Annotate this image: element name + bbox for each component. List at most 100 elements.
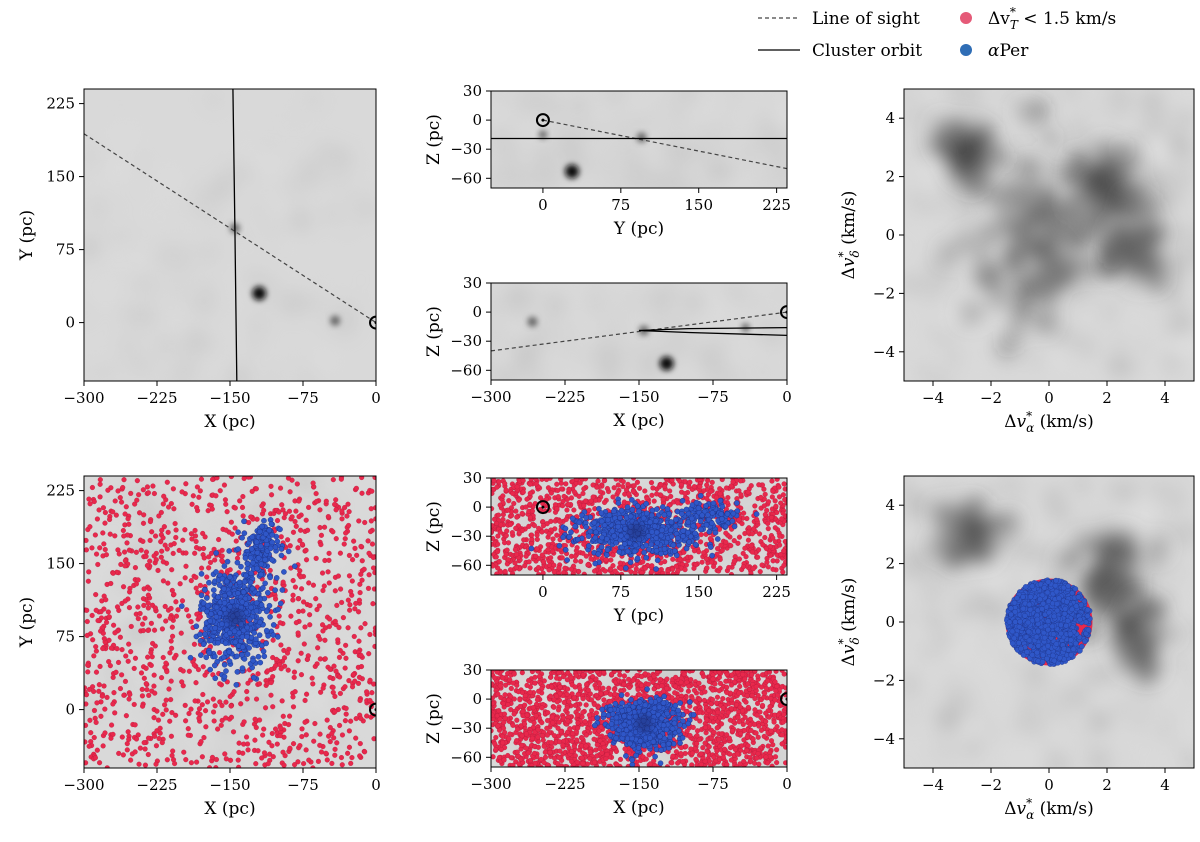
red-star bbox=[287, 713, 293, 719]
red-star bbox=[503, 533, 509, 539]
red-star bbox=[303, 547, 309, 553]
red-star bbox=[556, 565, 562, 571]
red-star bbox=[320, 628, 326, 634]
red-star bbox=[97, 481, 103, 487]
aper-star bbox=[233, 682, 240, 688]
red-star bbox=[782, 539, 787, 545]
red-star bbox=[748, 543, 754, 549]
aper-star bbox=[206, 579, 212, 586]
red-star bbox=[102, 546, 108, 553]
red-star bbox=[152, 627, 158, 633]
red-star bbox=[748, 570, 754, 575]
red-star bbox=[582, 478, 589, 482]
x-tick-label: 2 bbox=[1102, 389, 1112, 407]
aper-star bbox=[753, 511, 760, 517]
red-star bbox=[224, 509, 230, 515]
aper-star bbox=[244, 624, 251, 631]
red-star bbox=[183, 481, 189, 487]
aper-star bbox=[569, 515, 576, 522]
aper-star bbox=[263, 640, 269, 647]
red-star bbox=[358, 543, 364, 549]
red-star bbox=[252, 737, 258, 743]
red-star bbox=[172, 761, 178, 767]
red-star bbox=[155, 567, 161, 573]
aper-star bbox=[234, 559, 241, 566]
x-tick-label: 4 bbox=[1160, 389, 1170, 407]
aper-star bbox=[560, 534, 566, 541]
red-star bbox=[756, 531, 763, 537]
red-star bbox=[548, 674, 554, 680]
aper-star bbox=[281, 569, 287, 575]
red-star bbox=[364, 713, 370, 719]
red-star bbox=[357, 590, 363, 596]
red-star bbox=[500, 516, 506, 523]
red-star bbox=[562, 565, 568, 571]
red-star bbox=[353, 735, 359, 741]
red-star bbox=[255, 748, 261, 754]
red-star bbox=[290, 578, 296, 584]
red-star bbox=[371, 586, 376, 592]
red-star bbox=[782, 486, 787, 492]
red-star bbox=[193, 538, 199, 545]
aper-star bbox=[253, 636, 259, 642]
red-star bbox=[699, 559, 705, 565]
red-star bbox=[255, 671, 261, 677]
red-star bbox=[342, 665, 348, 671]
x-tick-label: −225 bbox=[136, 389, 177, 407]
red-star bbox=[777, 533, 783, 539]
x-tick-label: 150 bbox=[684, 583, 713, 601]
red-star bbox=[772, 539, 778, 545]
red-star bbox=[209, 506, 215, 512]
red-star bbox=[324, 717, 330, 723]
red-star bbox=[648, 569, 655, 575]
red-star bbox=[745, 489, 751, 495]
red-star bbox=[296, 498, 302, 504]
red-star bbox=[507, 521, 513, 528]
red-star bbox=[356, 638, 362, 644]
red-star bbox=[566, 487, 572, 493]
red-star bbox=[293, 620, 299, 626]
y-tick-label: −2 bbox=[873, 284, 895, 302]
red-star bbox=[194, 505, 200, 511]
red-star bbox=[124, 540, 130, 546]
red-star bbox=[317, 742, 323, 748]
red-star bbox=[337, 690, 343, 697]
red-star bbox=[322, 524, 328, 530]
red-star bbox=[619, 571, 625, 575]
red-star bbox=[764, 507, 770, 514]
red-star bbox=[691, 548, 697, 554]
red-star bbox=[554, 506, 560, 512]
red-star bbox=[199, 754, 205, 760]
red-star bbox=[185, 732, 191, 738]
red-star bbox=[182, 702, 188, 708]
red-star bbox=[232, 525, 238, 531]
red-star bbox=[140, 703, 146, 709]
x-tick-label: −75 bbox=[287, 389, 319, 407]
red-star bbox=[620, 483, 626, 490]
red-star bbox=[116, 750, 122, 756]
red-star bbox=[150, 483, 156, 489]
red-star bbox=[761, 503, 767, 509]
red-star bbox=[650, 485, 656, 491]
red-star bbox=[270, 754, 276, 760]
aper-star bbox=[697, 492, 704, 499]
red-star bbox=[228, 519, 234, 525]
sun-marker bbox=[535, 113, 550, 128]
red-star bbox=[523, 504, 529, 510]
red-star bbox=[503, 682, 509, 688]
red-star bbox=[513, 508, 519, 514]
red-star bbox=[318, 542, 324, 548]
aper-star bbox=[719, 503, 726, 510]
aper-star bbox=[269, 539, 275, 546]
red-star bbox=[493, 554, 499, 560]
red-star bbox=[502, 568, 508, 575]
red-star bbox=[312, 720, 318, 727]
red-star bbox=[221, 482, 227, 488]
aper-star bbox=[685, 519, 692, 525]
red-star bbox=[273, 663, 279, 669]
red-star bbox=[529, 532, 535, 538]
red-star bbox=[290, 529, 297, 535]
aper-star bbox=[198, 592, 205, 599]
aper-star bbox=[257, 659, 264, 666]
